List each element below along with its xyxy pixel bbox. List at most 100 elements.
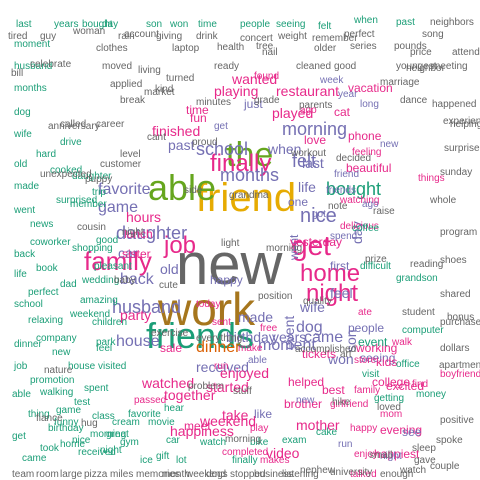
word-made: made <box>14 181 40 192</box>
word-boyfriend: boyfriend <box>440 369 480 380</box>
word-kids: kids <box>376 355 398 369</box>
word-meet: meet <box>184 419 211 433</box>
word-one: one <box>288 195 309 209</box>
word-rain: rain <box>118 31 135 42</box>
word-car: car <box>166 435 180 446</box>
word-found: found <box>254 71 280 82</box>
word-able: able <box>248 355 267 366</box>
word-yesterday: yesterday <box>290 235 343 249</box>
word-bike: bike <box>250 437 269 448</box>
word-accomplished: accomplished <box>295 344 357 355</box>
word-feel: feel <box>96 343 113 354</box>
word-wedding: wedding <box>82 275 120 286</box>
word-old: old <box>14 159 28 170</box>
word-break: break <box>120 95 146 106</box>
word-concert: concert <box>240 33 273 44</box>
word-party: party <box>120 307 152 323</box>
word-happiness: happiness <box>170 423 234 439</box>
word-news: news <box>30 219 54 230</box>
word-morning: morning <box>225 434 262 445</box>
word-older: older <box>314 43 337 54</box>
word-grandson: grandson <box>396 273 438 284</box>
word-nail: nail <box>262 47 278 58</box>
word-husband: husband <box>14 61 53 72</box>
word-evening: evening <box>380 423 423 437</box>
word-funny: funny <box>54 417 79 428</box>
word-moment: moment <box>258 337 316 354</box>
word-life: life <box>298 179 316 195</box>
word-experience: experience <box>443 116 480 127</box>
word-perfect: perfect <box>344 29 375 40</box>
word-received: received <box>78 447 116 458</box>
word-shopping: shopping <box>72 243 113 254</box>
word-event: event <box>281 315 297 350</box>
word-seeing: seeing <box>360 351 396 365</box>
word-office: office <box>396 359 420 370</box>
word-good: good <box>96 235 119 246</box>
word-sunday: sunday <box>440 167 473 178</box>
word-spend: spend <box>330 231 358 242</box>
word-months: months <box>14 83 47 94</box>
word-attended: attended <box>452 47 480 58</box>
word-home: home <box>300 260 361 287</box>
word-computer: computer <box>402 325 444 336</box>
word-birthday: birthday <box>48 423 84 434</box>
word-nephew: nephew <box>300 465 336 476</box>
word-job: job <box>14 361 28 372</box>
word-hike: hike <box>332 397 351 408</box>
word-park: park <box>96 337 116 348</box>
word-price: price <box>410 47 432 58</box>
word-weekend: weekend <box>70 309 111 320</box>
word-watch: watch <box>400 465 427 476</box>
word-girlfriend: girlfriend <box>330 399 369 410</box>
word-marriage: marriage <box>380 77 420 88</box>
word-side: side <box>184 185 203 196</box>
word-get: get <box>12 431 26 442</box>
word-months: months <box>220 165 280 185</box>
word-promotion: promotion <box>30 375 75 386</box>
word-weekend: weekend <box>186 469 227 480</box>
word-bill: bill <box>11 68 24 79</box>
word-favorite: favorite <box>128 409 161 420</box>
word-family: family <box>84 246 152 276</box>
word-member: member <box>70 199 107 210</box>
word-mom: mom <box>380 409 403 420</box>
word-listening: listening <box>282 469 319 480</box>
word-remember: remember <box>312 33 358 44</box>
word-long: long <box>360 99 379 110</box>
word-enjoyed: enjoyed <box>220 365 270 381</box>
word-first: first <box>330 259 350 273</box>
word-turned: turned <box>166 73 195 84</box>
word-car: car <box>118 245 138 261</box>
word-played: played <box>272 105 314 121</box>
word-miles: miles <box>110 469 134 480</box>
word-year: year <box>338 89 358 100</box>
word-went: went <box>14 205 36 216</box>
word-walk: walk <box>392 337 413 348</box>
word-new: new <box>52 347 71 358</box>
word-raise: raise <box>373 206 395 217</box>
word-just: just <box>244 97 263 111</box>
word-received: received <box>196 359 249 375</box>
word-giving: giving <box>156 31 183 42</box>
word-shoes: shoes <box>440 255 467 266</box>
word-seeing: seeing <box>276 19 306 30</box>
word-school: school <box>14 299 43 310</box>
word-restaurant: restaurant <box>276 83 340 99</box>
word-feeling: feeling <box>352 147 382 158</box>
word-run: run <box>338 439 353 450</box>
word-back: back <box>14 249 36 260</box>
word-home: home <box>60 439 86 450</box>
word-game: game <box>98 199 139 216</box>
word-art: art <box>340 349 352 360</box>
word-see: see <box>402 425 422 439</box>
word-bonus: bonus <box>447 312 475 323</box>
word-exercise: exercise <box>151 328 189 339</box>
word-light: light <box>221 238 240 249</box>
word-past: past <box>396 17 415 28</box>
word-wife: wife <box>14 129 32 140</box>
word-friend: friend <box>196 176 297 220</box>
word-favorite: favorite <box>98 181 151 198</box>
word-neighbors: neighbors <box>430 17 474 28</box>
word-morning: morning <box>90 429 127 440</box>
